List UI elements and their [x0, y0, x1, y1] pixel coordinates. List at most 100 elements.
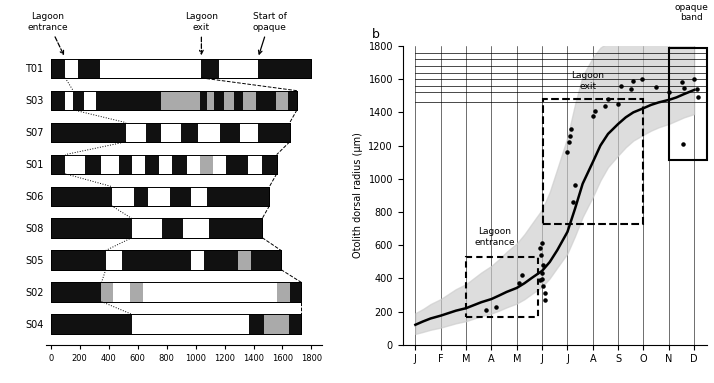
Bar — [84, 91, 96, 110]
Bar — [258, 59, 272, 78]
Point — [534, 277, 545, 283]
Point — [538, 262, 549, 268]
Bar — [669, 47, 707, 160]
Bar — [134, 187, 148, 206]
Bar — [288, 91, 297, 110]
Point — [567, 199, 578, 205]
Bar — [132, 218, 162, 238]
Bar — [51, 59, 311, 78]
Bar — [65, 155, 85, 174]
Bar — [243, 91, 256, 110]
Text: Lagoon
entrance: Lagoon entrance — [28, 12, 68, 54]
Bar — [51, 187, 269, 206]
Point — [590, 108, 601, 114]
Bar — [51, 218, 262, 238]
Point — [691, 86, 703, 92]
Bar — [187, 155, 200, 174]
Bar — [276, 91, 288, 110]
Bar — [65, 59, 78, 78]
Bar — [264, 314, 289, 334]
Bar — [51, 314, 301, 334]
Bar — [51, 314, 301, 334]
Point — [516, 272, 528, 278]
Bar — [183, 218, 208, 238]
Bar — [51, 282, 301, 301]
Bar — [290, 282, 301, 301]
Bar — [220, 123, 241, 142]
Bar — [121, 250, 132, 270]
Text: Lagoon
exit: Lagoon exit — [185, 12, 218, 54]
Bar — [256, 91, 265, 110]
Bar — [106, 250, 121, 270]
Bar — [146, 123, 161, 142]
Point — [615, 83, 626, 89]
Point — [600, 103, 611, 109]
Bar — [51, 282, 301, 301]
Bar — [51, 250, 281, 270]
Bar — [191, 187, 207, 206]
Point — [539, 290, 550, 296]
Bar — [169, 187, 191, 206]
Text: Start of
opaque: Start of opaque — [253, 12, 286, 54]
Point — [491, 303, 502, 309]
Bar — [132, 314, 249, 334]
Point — [564, 133, 575, 139]
Point — [625, 86, 637, 92]
Bar — [143, 282, 277, 301]
Point — [536, 241, 548, 247]
Bar — [51, 250, 281, 270]
Point — [536, 276, 548, 282]
Bar — [101, 282, 113, 301]
Bar — [130, 282, 143, 301]
Bar — [51, 218, 132, 238]
Bar — [204, 250, 217, 270]
Bar — [159, 155, 172, 174]
Bar — [100, 59, 201, 78]
Text: b: b — [372, 28, 380, 41]
Point — [693, 94, 704, 100]
Bar — [234, 91, 243, 110]
Bar — [74, 91, 84, 110]
Point — [628, 78, 639, 84]
Bar — [51, 187, 111, 206]
Bar — [543, 99, 643, 224]
Y-axis label: Otolith dorsal radius (μm): Otolith dorsal radius (μm) — [353, 133, 363, 258]
Bar — [161, 91, 177, 110]
Point — [539, 297, 550, 303]
Bar — [172, 155, 187, 174]
Bar — [145, 155, 159, 174]
Bar — [251, 250, 281, 270]
Point — [513, 280, 525, 286]
Bar — [248, 155, 262, 174]
Bar — [51, 187, 269, 206]
Text: Lagoon
entrance: Lagoon entrance — [474, 228, 515, 247]
Bar — [162, 218, 183, 238]
Point — [603, 96, 614, 102]
Bar — [174, 250, 191, 270]
Bar — [85, 155, 101, 174]
Bar — [51, 282, 101, 301]
Point — [481, 307, 492, 313]
Point — [587, 113, 598, 119]
Bar — [51, 155, 277, 174]
Bar — [198, 123, 220, 142]
Point — [569, 182, 580, 188]
Bar — [119, 155, 132, 174]
Bar — [177, 91, 200, 110]
Bar — [289, 314, 301, 334]
Point — [650, 83, 662, 90]
Bar — [238, 250, 251, 270]
Bar — [51, 250, 106, 270]
Bar — [466, 257, 538, 317]
Bar — [249, 314, 264, 334]
Point — [636, 76, 648, 82]
Bar — [200, 91, 207, 110]
Bar — [181, 123, 198, 142]
Bar — [51, 218, 262, 238]
Bar — [51, 59, 311, 78]
Bar — [78, 59, 100, 78]
Point — [688, 76, 700, 82]
Point — [663, 88, 675, 95]
Bar — [111, 187, 134, 206]
Bar — [51, 155, 277, 174]
